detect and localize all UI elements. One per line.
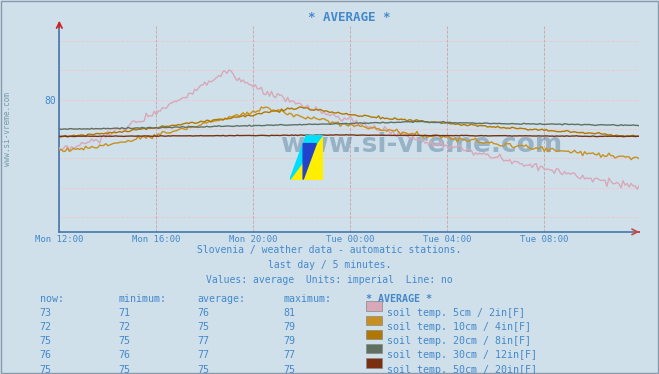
Text: soil temp. 30cm / 12in[F]: soil temp. 30cm / 12in[F] bbox=[387, 350, 537, 361]
Text: last day / 5 minutes.: last day / 5 minutes. bbox=[268, 260, 391, 270]
Text: Slovenia / weather data - automatic stations.: Slovenia / weather data - automatic stat… bbox=[197, 245, 462, 255]
Text: 79: 79 bbox=[283, 322, 295, 332]
Polygon shape bbox=[303, 144, 316, 180]
Text: 76: 76 bbox=[40, 350, 51, 361]
Text: soil temp. 20cm / 8in[F]: soil temp. 20cm / 8in[F] bbox=[387, 336, 531, 346]
Text: 75: 75 bbox=[40, 336, 51, 346]
Text: 77: 77 bbox=[198, 350, 210, 361]
Text: 72: 72 bbox=[119, 322, 130, 332]
Text: minimum:: minimum: bbox=[119, 294, 167, 304]
Text: 79: 79 bbox=[283, 336, 295, 346]
Text: 75: 75 bbox=[40, 365, 51, 374]
Polygon shape bbox=[290, 135, 323, 180]
Text: 76: 76 bbox=[198, 308, 210, 318]
Text: www.si-vreme.com: www.si-vreme.com bbox=[279, 132, 562, 159]
Text: now:: now: bbox=[40, 294, 63, 304]
Text: soil temp. 10cm / 4in[F]: soil temp. 10cm / 4in[F] bbox=[387, 322, 531, 332]
Title: * AVERAGE *: * AVERAGE * bbox=[308, 10, 391, 24]
Text: Values: average  Units: imperial  Line: no: Values: average Units: imperial Line: no bbox=[206, 275, 453, 285]
Text: soil temp. 5cm / 2in[F]: soil temp. 5cm / 2in[F] bbox=[387, 308, 525, 318]
Text: 75: 75 bbox=[198, 322, 210, 332]
Text: 75: 75 bbox=[283, 365, 295, 374]
Text: 75: 75 bbox=[198, 365, 210, 374]
Text: 75: 75 bbox=[119, 365, 130, 374]
Text: maximum:: maximum: bbox=[283, 294, 331, 304]
Text: 75: 75 bbox=[119, 336, 130, 346]
Text: 77: 77 bbox=[198, 336, 210, 346]
Polygon shape bbox=[290, 135, 323, 180]
Text: 71: 71 bbox=[119, 308, 130, 318]
Text: average:: average: bbox=[198, 294, 246, 304]
Text: www.si-vreme.com: www.si-vreme.com bbox=[3, 92, 13, 166]
Text: 73: 73 bbox=[40, 308, 51, 318]
Text: 76: 76 bbox=[119, 350, 130, 361]
Text: 72: 72 bbox=[40, 322, 51, 332]
Text: * AVERAGE *: * AVERAGE * bbox=[366, 294, 432, 304]
Text: 77: 77 bbox=[283, 350, 295, 361]
Text: soil temp. 50cm / 20in[F]: soil temp. 50cm / 20in[F] bbox=[387, 365, 537, 374]
Text: 81: 81 bbox=[283, 308, 295, 318]
